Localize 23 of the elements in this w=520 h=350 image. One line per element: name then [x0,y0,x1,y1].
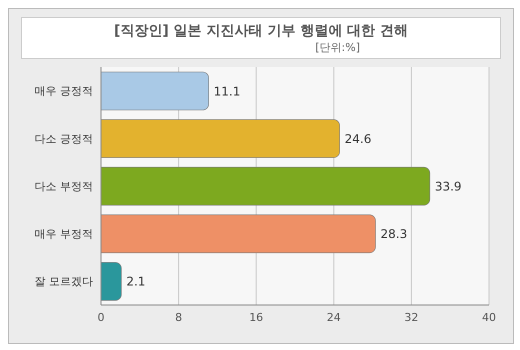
data-label: 11.1 [214,84,240,98]
x-tick-label: 8 [175,310,182,324]
data-label: 24.6 [344,132,372,146]
x-tick-label: 32 [404,310,418,324]
bar [101,119,340,158]
bar [101,262,122,301]
x-tick-label: 40 [482,310,496,324]
chart-subtitle: [단위:%] [314,40,361,55]
y-tick-label: 매우 부정적 [34,228,93,241]
y-tick-label: 매우 긍정적 [34,84,93,98]
data-label: 28.3 [380,227,408,242]
bar [101,166,430,206]
y-tick-label: 잘 모르겠다 [34,275,93,288]
bar [101,72,209,110]
x-tick-label: 24 [326,310,341,324]
y-tick-label: 다소 부정적 [34,180,93,193]
data-label: 33.9 [434,179,462,194]
x-tick-label: 0 [98,310,104,324]
y-tick-label: 다소 긍정적 [34,132,93,146]
bar [101,214,376,254]
chart-title: [직장인] 일본 지진사태 기부 행렬에 대한 견해 [112,22,410,40]
x-tick-label: 16 [249,310,264,324]
data-label: 2.1 [126,274,146,289]
